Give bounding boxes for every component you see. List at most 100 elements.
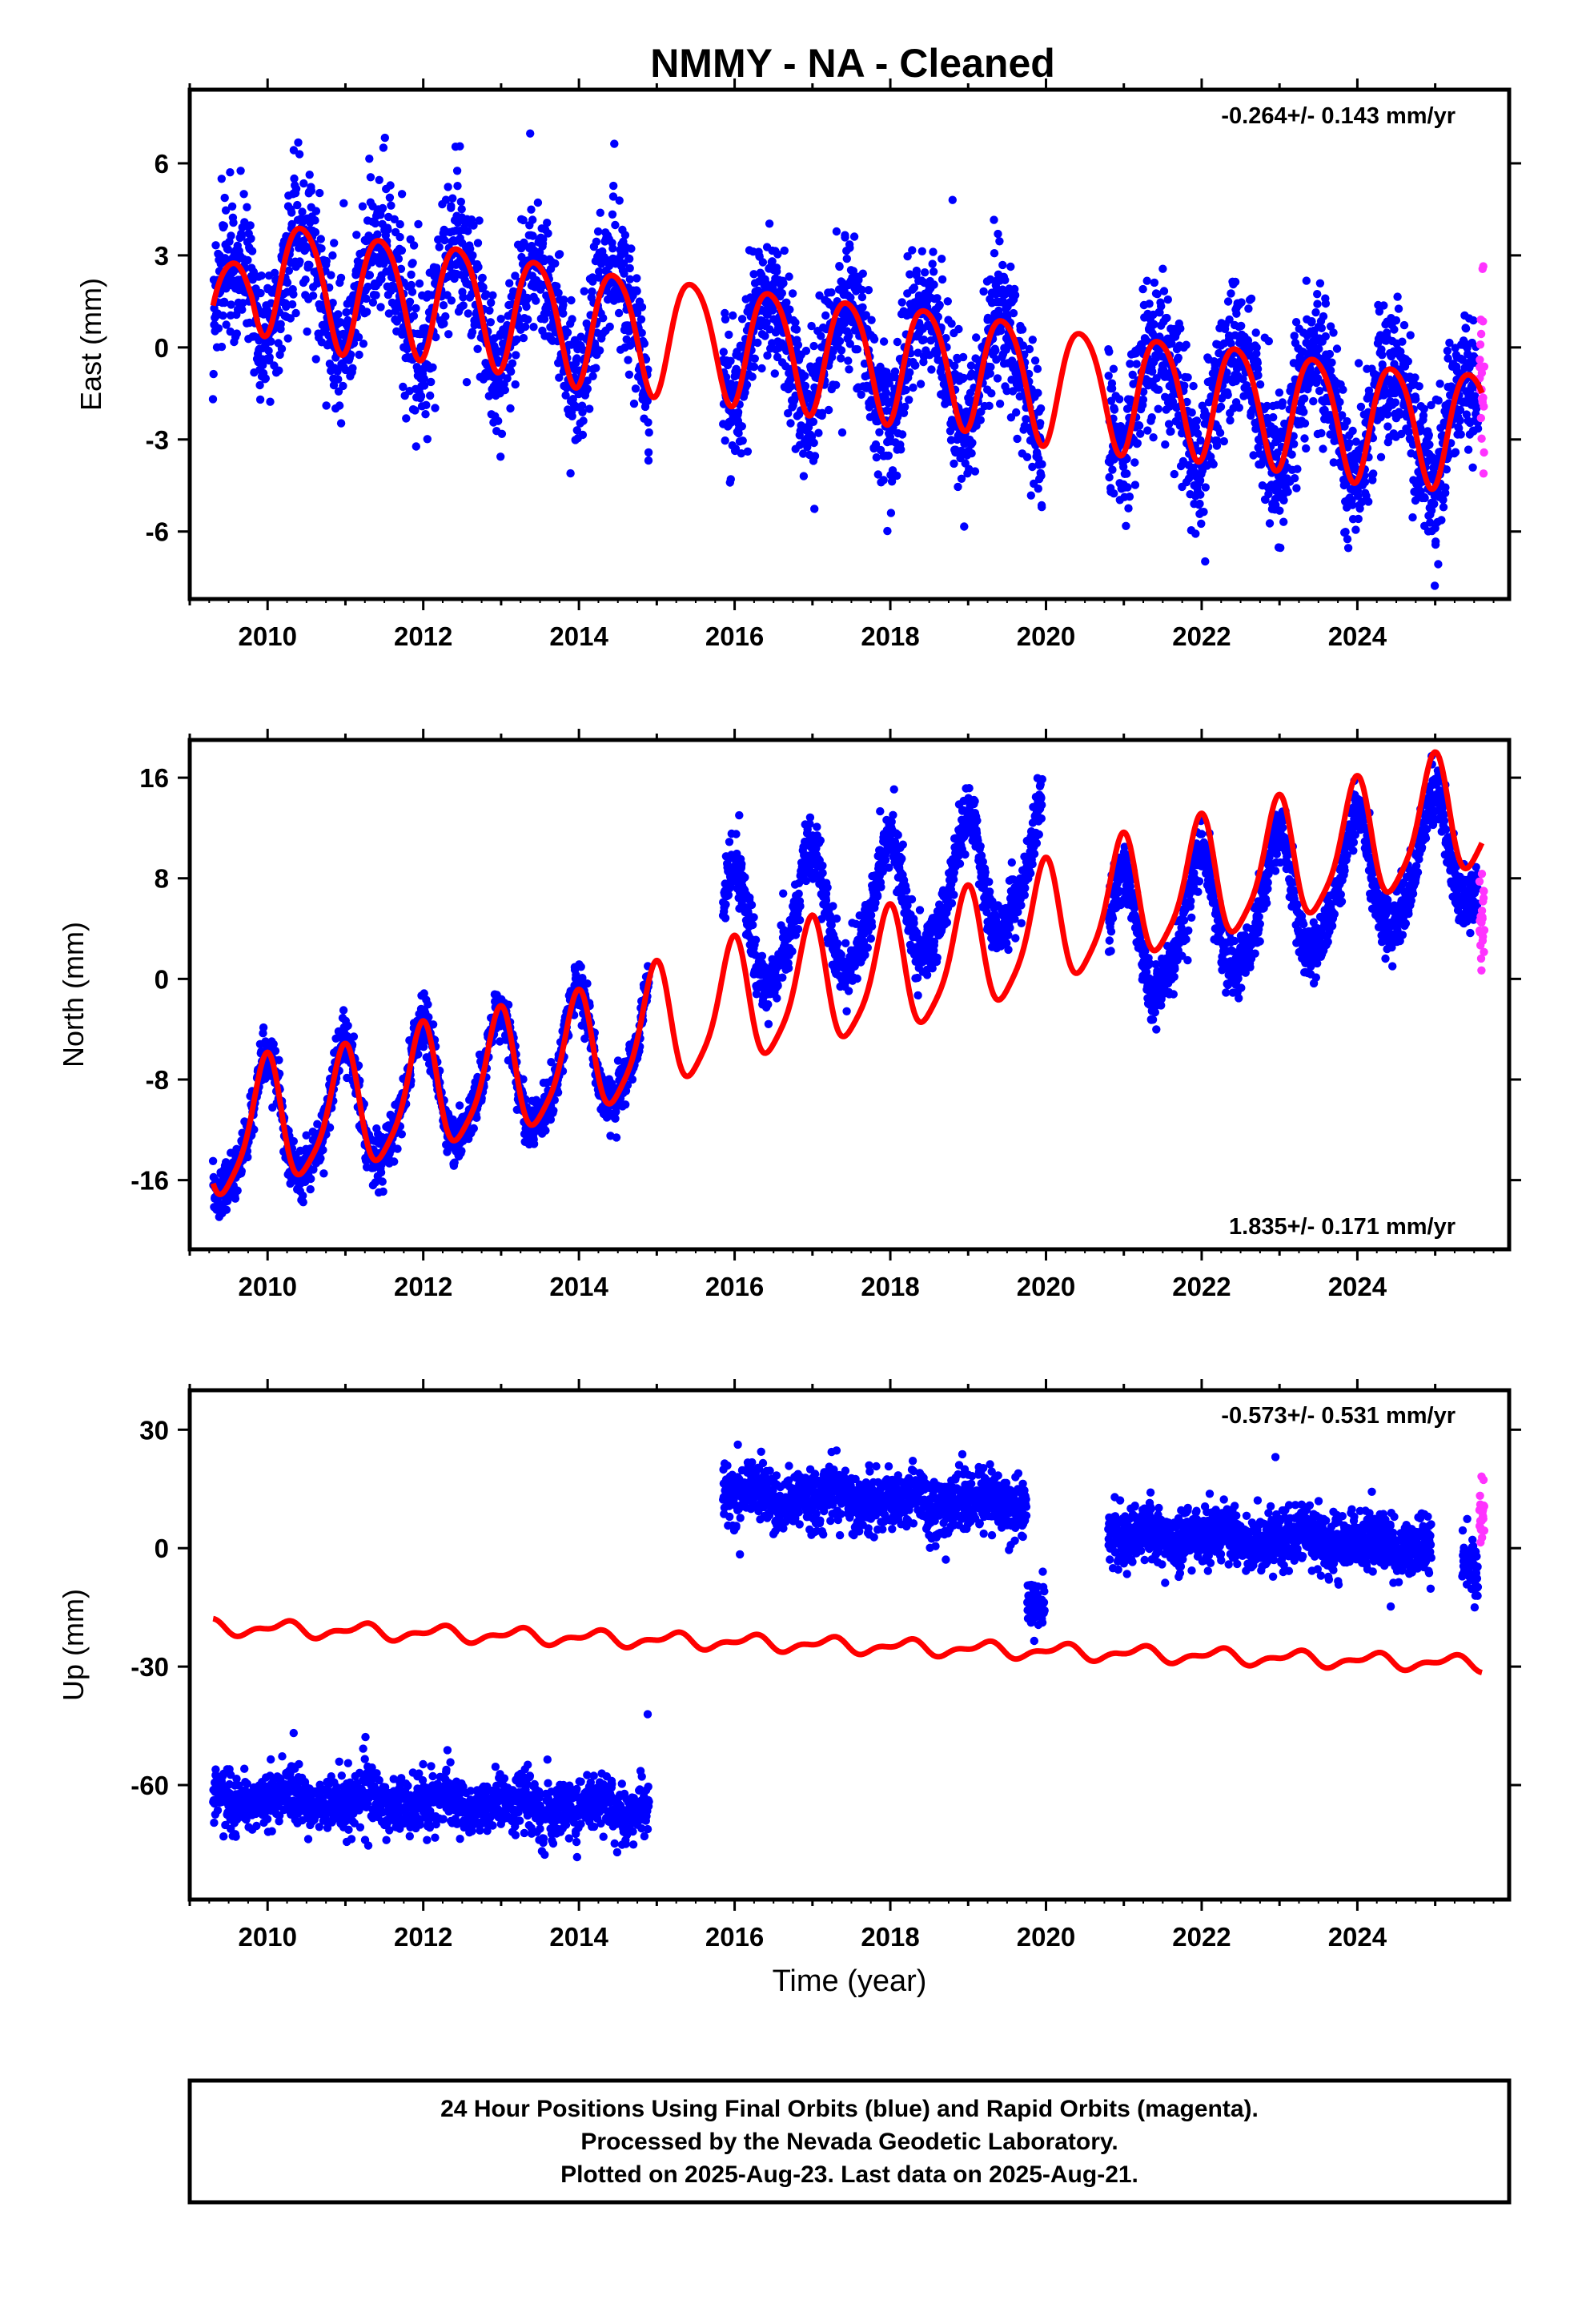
- east-final-data-point: [1215, 428, 1225, 437]
- east-final-data-point: [1110, 489, 1118, 498]
- east-final-data-point: [352, 231, 361, 239]
- east-final-data-point: [998, 260, 1007, 270]
- east-final-data-point: [464, 309, 472, 318]
- east-final-data-point: [301, 275, 310, 284]
- north-final-data-point: [419, 1043, 428, 1051]
- east-final-data-point: [605, 322, 614, 332]
- east-final-data-point: [1364, 497, 1373, 506]
- east-final-data-point: [799, 472, 809, 480]
- east-final-data-point: [935, 300, 944, 310]
- east-final-data-point: [1379, 301, 1388, 310]
- east-x-tick-label: 2012: [394, 621, 452, 651]
- east-final-data-point: [1130, 458, 1139, 467]
- north-final-data-point: [390, 1157, 399, 1166]
- east-final-data-point: [286, 314, 295, 323]
- east-final-data-point: [1174, 353, 1183, 362]
- east-final-data-point: [1276, 543, 1285, 553]
- east-final-data-point: [824, 405, 833, 415]
- east-final-data-point: [1244, 304, 1253, 313]
- east-final-data-point: [631, 384, 640, 393]
- east-final-data-point: [625, 255, 634, 263]
- north-final-data-point: [299, 1198, 307, 1207]
- east-final-data-point: [1292, 484, 1301, 493]
- east-final-data-point: [1343, 535, 1352, 544]
- east-final-data-point: [1154, 404, 1162, 413]
- east-final-data-point: [394, 255, 404, 263]
- east-final-data-point: [533, 198, 543, 207]
- east-final-data-point: [1391, 398, 1400, 407]
- east-final-data-point: [901, 402, 909, 412]
- east-final-data-point: [1354, 359, 1363, 368]
- east-final-data-point: [551, 259, 560, 268]
- east-final-data-point: [976, 416, 986, 424]
- east-final-data-point: [283, 278, 292, 287]
- east-final-data-point: [453, 182, 462, 191]
- east-final-data-point: [416, 392, 426, 400]
- east-final-data-point: [287, 219, 296, 229]
- east-rapid-data-point: [1479, 317, 1488, 326]
- east-final-data-point: [875, 428, 884, 436]
- east-final-data-point: [721, 315, 730, 324]
- east-final-data-point: [995, 400, 1005, 408]
- east-final-data-point: [947, 320, 956, 328]
- east-final-data-point: [214, 324, 223, 333]
- east-x-tick-label: 2022: [1172, 621, 1231, 651]
- east-final-data-point: [217, 342, 227, 352]
- east-final-data-point: [1420, 493, 1429, 503]
- east-final-data-point: [497, 429, 507, 438]
- east-final-data-point: [261, 374, 270, 383]
- east-final-data-point: [256, 288, 265, 298]
- east-final-data-point: [540, 315, 549, 324]
- east-final-data-point: [341, 365, 350, 375]
- east-final-data-point: [837, 428, 847, 437]
- east-final-data-point: [814, 428, 823, 437]
- east-final-data-point: [1012, 408, 1021, 417]
- east-final-data-point: [1183, 373, 1192, 382]
- east-final-data-point: [276, 320, 285, 328]
- north-final-data-point: [319, 1169, 328, 1178]
- east-final-data-point: [644, 428, 653, 437]
- east-final-data-point: [308, 292, 318, 300]
- east-final-data-point: [220, 193, 229, 203]
- east-final-data-point: [905, 396, 913, 404]
- east-final-data-point: [1247, 294, 1256, 304]
- east-final-data-point: [809, 438, 818, 448]
- east-final-data-point: [555, 373, 564, 382]
- east-y-tick-label: 0: [155, 333, 169, 363]
- east-final-data-point: [738, 436, 747, 445]
- east-final-data-point: [508, 359, 517, 368]
- east-final-data-point: [1415, 382, 1423, 391]
- east-final-data-point: [884, 451, 893, 460]
- east-final-data-point: [221, 206, 231, 215]
- east-final-data-point: [1456, 430, 1465, 439]
- east-final-data-point: [1309, 396, 1318, 406]
- east-final-data-point: [748, 372, 757, 381]
- east-final-data-point: [1287, 450, 1296, 459]
- east-final-data-point: [527, 205, 536, 214]
- east-final-data-point: [415, 279, 424, 288]
- east-final-data-point: [1408, 513, 1417, 522]
- east-final-data-point: [529, 323, 538, 332]
- east-final-data-point: [409, 312, 419, 320]
- east-final-data-point: [1369, 469, 1378, 478]
- east-final-data-point: [528, 215, 537, 224]
- east-final-data-point: [496, 315, 505, 324]
- east-final-data-point: [486, 318, 495, 327]
- east-final-data-point: [608, 210, 617, 219]
- east-final-data-point: [290, 174, 299, 183]
- east-final-data-point: [303, 327, 311, 336]
- east-final-data-point: [585, 404, 594, 413]
- north-final-data-point: [306, 1184, 315, 1194]
- east-final-data-point: [334, 375, 343, 384]
- east-final-data-point: [563, 328, 572, 337]
- east-final-data-point: [972, 333, 981, 342]
- east-final-data-point: [405, 297, 415, 306]
- east-final-data-point: [1434, 560, 1443, 569]
- east-final-data-point: [1313, 290, 1322, 299]
- panel-north: 2010 2012 2014 2016 2018 2020 2022 20241680-8-1…: [57, 729, 1521, 1301]
- east-final-data-point: [636, 315, 646, 324]
- east-final-data-point: [237, 232, 246, 241]
- east-final-data-point: [452, 167, 462, 175]
- east-x-tick-label: 2016: [705, 621, 764, 651]
- east-final-data-point: [954, 482, 962, 492]
